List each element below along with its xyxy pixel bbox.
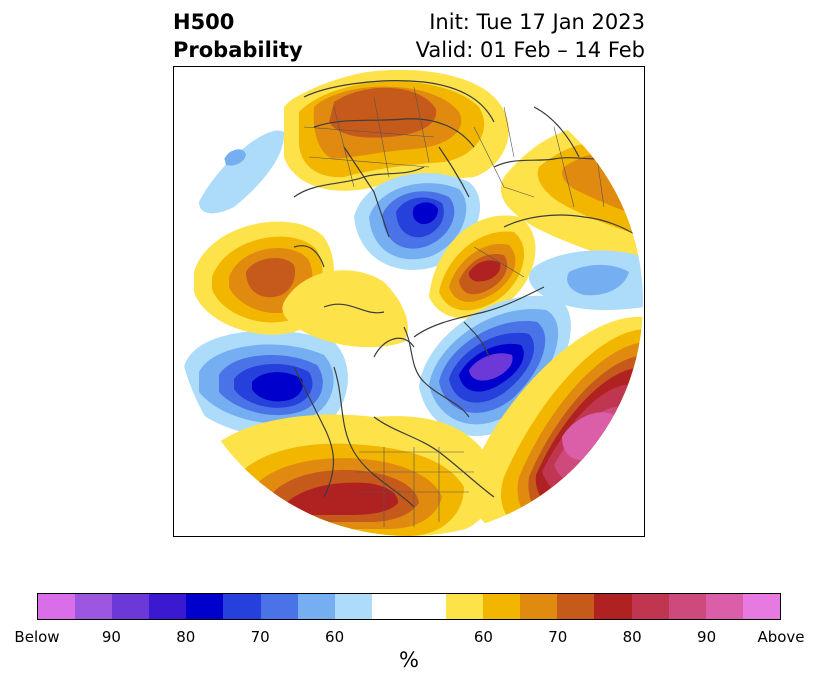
- colorbar-segment: [520, 594, 558, 619]
- colorbar-segment: [408, 594, 447, 619]
- ridge-top-anomaly: [284, 69, 509, 191]
- colorbar-tick-label: 60: [325, 628, 345, 646]
- pacific-low-anomaly: [184, 330, 348, 438]
- colorbar-tick-label: 60: [473, 628, 493, 646]
- colorbar-segment: [594, 594, 632, 619]
- ural-anomaly: [529, 250, 643, 311]
- title-product: Probability: [173, 38, 303, 62]
- title-left: H500 Probability: [173, 8, 303, 64]
- colorbar-segment: [186, 594, 224, 619]
- colorbar-segment: [260, 594, 298, 619]
- colorbar-segment: [112, 594, 150, 619]
- valid-range: Valid: 01 Feb – 14 Feb: [415, 38, 645, 62]
- colorbar-tick-label: 90: [697, 628, 717, 646]
- colorbar-segment: [668, 594, 706, 619]
- colorbar-segment: [557, 594, 595, 619]
- colorbar-segment: [371, 594, 409, 619]
- title-variable: H500: [173, 10, 235, 34]
- scandinavia-anomaly: [429, 215, 536, 319]
- colorbar-segment: [38, 594, 76, 619]
- colorbar-segment: [223, 594, 261, 619]
- probability-map: [173, 66, 645, 537]
- colorbar-tick-label: Below: [14, 628, 60, 646]
- arctic-low-anomaly: [354, 173, 481, 270]
- colorbar-unit: %: [399, 648, 419, 672]
- colorbar-segment: [334, 594, 372, 619]
- colorbar-tick-label: 90: [101, 628, 121, 646]
- colorbar-tick-label: 70: [250, 628, 270, 646]
- colorbar-tick-label: 80: [176, 628, 196, 646]
- title-right: Init: Tue 17 Jan 2023 Valid: 01 Feb – 14…: [416, 8, 645, 64]
- colorbar-segment: [631, 594, 669, 619]
- colorbar: [37, 593, 781, 620]
- colorbar-segment: [149, 594, 187, 619]
- bering-anomaly: [199, 130, 285, 214]
- colorbar-segment: [742, 594, 780, 619]
- colorbar-segment: [75, 594, 113, 619]
- init-date: Init: Tue 17 Jan 2023: [429, 10, 645, 34]
- central-us-anomaly: [194, 414, 496, 536]
- colorbar-tick-label: Above: [757, 628, 805, 646]
- colorbar-segment: [483, 594, 521, 619]
- polar-ridge-anomaly: [282, 270, 408, 348]
- map-canvas: [174, 68, 643, 536]
- colorbar-tick-label: 80: [622, 628, 642, 646]
- colorbar-segment: [705, 594, 743, 619]
- colorbar-segment: [297, 594, 335, 619]
- colorbar-tick-label: 70: [548, 628, 568, 646]
- colorbar-segment: [446, 594, 484, 619]
